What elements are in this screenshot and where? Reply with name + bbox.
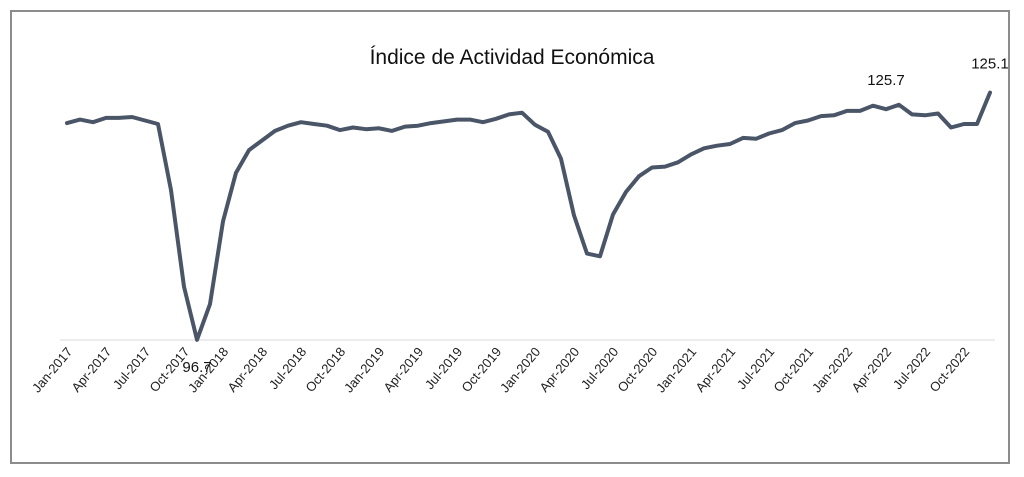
x-tick-label: Apr-2021 (692, 344, 738, 395)
x-tick-labels: Jan-2017Apr-2017Jul-2017Oct-2017Jan-2018… (29, 344, 972, 395)
data-labels: 96.7 125.7 125.1 (182, 56, 1008, 376)
x-tick-label: Jan-2020 (497, 344, 543, 395)
data-label: 125.1 (971, 56, 1009, 73)
data-label: 96.7 (182, 359, 211, 376)
x-tick-label: Jan-2019 (341, 344, 387, 395)
x-tick-label: Apr-2022 (848, 344, 894, 395)
x-tick-label: Jan-2022 (809, 344, 855, 395)
x-tick-label: Apr-2017 (68, 344, 114, 395)
series-line (65, 90, 992, 342)
x-tick-label: Apr-2019 (380, 344, 426, 395)
x-tick-label: Jan-2021 (653, 344, 699, 395)
x-tick-label: Apr-2018 (224, 344, 270, 395)
x-tick-label: Apr-2020 (536, 344, 582, 395)
x-tick-label: Oct-2022 (926, 344, 972, 395)
chart-title: Índice de Actividad Económica (369, 46, 655, 69)
data-label: 125.7 (867, 72, 905, 89)
x-tick-label: Jan-2017 (29, 344, 75, 395)
